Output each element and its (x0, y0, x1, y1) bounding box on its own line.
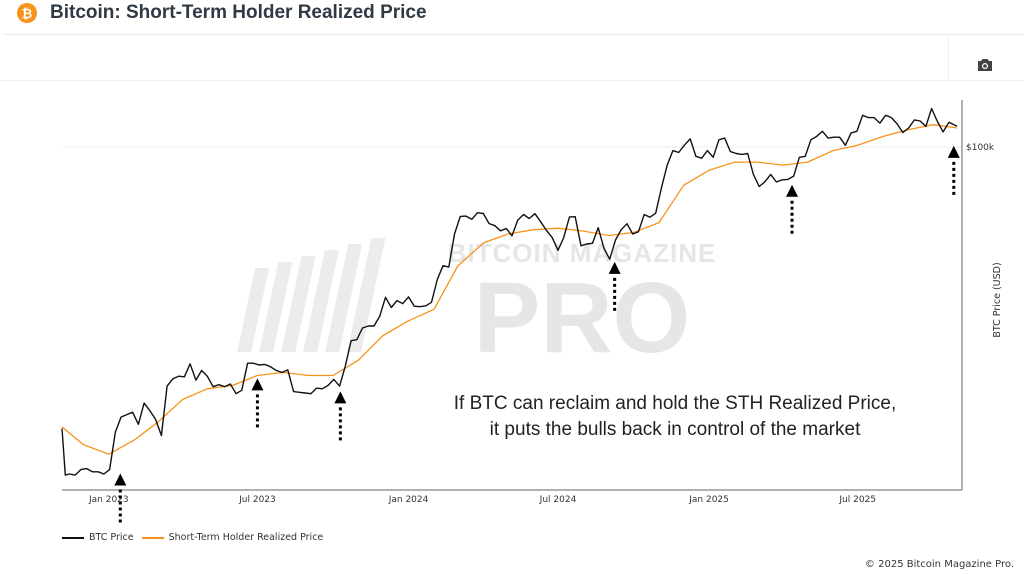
watermark-logo-bar (281, 256, 316, 352)
annotation-text: it puts the bulls back in control of the… (490, 419, 861, 440)
arrow-up-icon (786, 184, 799, 197)
legend-swatch (141, 536, 164, 539)
watermark-text: BITCOIN MAGAZINE (448, 238, 717, 268)
x-tick-label: Jul 2024 (539, 495, 577, 505)
copyright: © 2025 Bitcoin Magazine Pro. (864, 559, 1014, 570)
header: ₿ Bitcoin: Short-Term Holder Realized Pr… (0, 0, 1024, 34)
camera-icon[interactable] (976, 57, 994, 73)
legend-item-btc[interactable]: BTC Price (62, 532, 134, 543)
legend: BTC Price Short-Term Holder Realized Pri… (62, 532, 331, 543)
y-tick-label: $100k (966, 143, 995, 153)
x-tick-label: Jul 2023 (238, 495, 276, 505)
watermark-logo-bar (325, 244, 363, 352)
legend-item-sth[interactable]: Short-Term Holder Realized Price (141, 532, 324, 543)
y-axis-label: BTC Price (USD) (992, 262, 1003, 337)
divider (3, 34, 1024, 35)
watermark-logo-bar (347, 238, 386, 352)
bitcoin-icon: ₿ (17, 3, 37, 23)
arrow-up-icon (608, 261, 621, 274)
legend-swatch (62, 536, 84, 539)
annotation-text: If BTC can reclaim and hold the STH Real… (454, 393, 896, 414)
x-tick-label: Jan 2025 (688, 495, 729, 505)
series-line-sth-realized-price (61, 124, 958, 455)
x-tick-label: Jan 2023 (88, 495, 129, 505)
watermark-logo-bar (237, 268, 270, 352)
watermark-logo-bar (259, 262, 293, 352)
x-tick-label: Jan 2024 (388, 495, 429, 505)
arrow-up-icon (114, 473, 127, 486)
legend-label: BTC Price (89, 532, 134, 543)
legend-label: Short-Term Holder Realized Price (168, 532, 324, 543)
arrow-up-icon (947, 145, 960, 158)
arrow-up-icon (251, 378, 264, 391)
divider (948, 35, 949, 80)
x-tick-label: Jul 2025 (838, 495, 876, 505)
divider (0, 80, 1024, 81)
watermark-text: PRO (474, 262, 691, 374)
series-line-btc-price (61, 107, 958, 476)
page-title: Bitcoin: Short-Term Holder Realized Pric… (50, 2, 427, 23)
arrow-up-icon (334, 391, 347, 404)
watermark-logo-bar (303, 250, 339, 352)
